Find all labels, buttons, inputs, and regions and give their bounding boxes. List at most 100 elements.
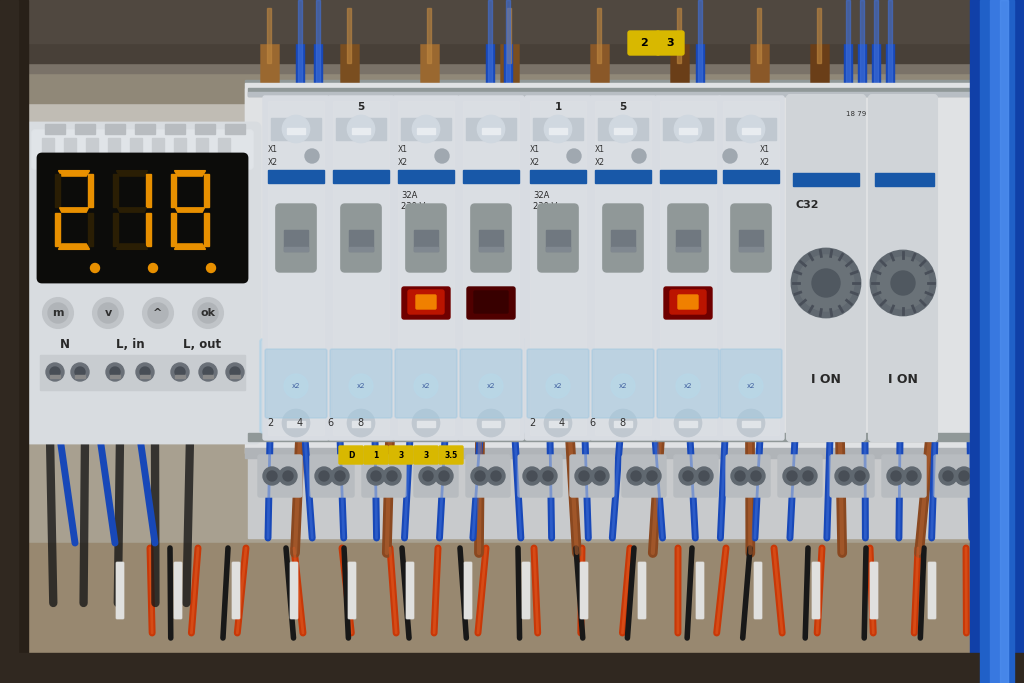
Text: x2: x2 — [486, 383, 496, 389]
Bar — [333, 170, 389, 183]
Circle shape — [611, 374, 635, 398]
FancyBboxPatch shape — [116, 562, 124, 619]
Bar — [333, 101, 389, 435]
FancyBboxPatch shape — [670, 290, 706, 314]
Circle shape — [479, 374, 503, 398]
Bar — [287, 128, 305, 134]
FancyBboxPatch shape — [25, 123, 260, 443]
FancyBboxPatch shape — [656, 31, 684, 55]
Bar — [152, 138, 164, 160]
Bar — [0, 0, 1024, 73]
Bar — [203, 375, 213, 378]
Circle shape — [347, 409, 375, 436]
Circle shape — [546, 374, 570, 398]
FancyBboxPatch shape — [751, 0, 769, 90]
Bar — [858, 0, 866, 85]
Circle shape — [591, 467, 609, 485]
FancyBboxPatch shape — [408, 290, 444, 314]
Bar — [860, 0, 864, 85]
Circle shape — [647, 471, 657, 481]
Bar — [611, 230, 635, 251]
Bar — [663, 118, 713, 140]
Bar — [218, 138, 230, 160]
Bar — [347, 8, 351, 63]
Bar — [268, 170, 324, 183]
Text: 4: 4 — [559, 418, 565, 428]
Bar — [463, 170, 519, 183]
FancyBboxPatch shape — [668, 204, 709, 272]
Bar — [248, 92, 1006, 96]
FancyBboxPatch shape — [362, 455, 406, 497]
Bar — [245, 88, 1015, 453]
Circle shape — [423, 471, 433, 481]
Bar — [401, 118, 451, 140]
Circle shape — [283, 471, 293, 481]
FancyBboxPatch shape — [275, 204, 316, 272]
Circle shape — [349, 374, 373, 398]
FancyBboxPatch shape — [638, 562, 646, 619]
Bar — [726, 118, 776, 140]
Bar — [175, 375, 185, 378]
FancyBboxPatch shape — [402, 287, 450, 319]
Text: 32A: 32A — [534, 191, 549, 200]
Text: 230 V~: 230 V~ — [401, 202, 432, 211]
Circle shape — [193, 298, 223, 328]
Circle shape — [414, 374, 438, 398]
Circle shape — [737, 115, 765, 143]
Text: C32: C32 — [796, 200, 819, 210]
Text: 230 V~: 230 V~ — [534, 202, 564, 211]
FancyBboxPatch shape — [406, 562, 414, 619]
FancyBboxPatch shape — [439, 446, 463, 464]
FancyBboxPatch shape — [591, 0, 609, 90]
Text: X1: X1 — [398, 145, 408, 154]
FancyBboxPatch shape — [458, 96, 524, 440]
FancyBboxPatch shape — [580, 562, 588, 619]
FancyBboxPatch shape — [522, 562, 530, 619]
Circle shape — [106, 363, 124, 381]
Circle shape — [887, 467, 905, 485]
Text: 3: 3 — [667, 38, 674, 48]
Text: 3: 3 — [398, 451, 403, 460]
Circle shape — [839, 471, 849, 481]
Bar — [660, 101, 716, 435]
Circle shape — [609, 115, 637, 143]
Bar — [463, 101, 519, 435]
Bar — [874, 173, 934, 186]
Polygon shape — [171, 174, 176, 207]
Text: X1: X1 — [530, 145, 540, 154]
FancyBboxPatch shape — [261, 0, 279, 90]
Bar — [245, 80, 1015, 88]
Circle shape — [567, 149, 581, 163]
Circle shape — [851, 467, 869, 485]
Circle shape — [545, 115, 571, 143]
FancyBboxPatch shape — [414, 446, 438, 464]
Circle shape — [490, 471, 501, 481]
Circle shape — [891, 271, 915, 295]
Bar — [135, 124, 155, 134]
Circle shape — [787, 471, 797, 481]
FancyBboxPatch shape — [393, 96, 459, 440]
Circle shape — [203, 367, 213, 377]
Circle shape — [175, 367, 185, 377]
FancyBboxPatch shape — [787, 95, 865, 441]
Circle shape — [735, 471, 745, 481]
Bar — [486, 0, 494, 85]
Circle shape — [792, 249, 860, 317]
Text: X1: X1 — [760, 145, 770, 154]
Circle shape — [835, 467, 853, 485]
Circle shape — [439, 471, 449, 481]
FancyBboxPatch shape — [655, 96, 721, 440]
Bar — [284, 247, 308, 251]
Circle shape — [675, 115, 701, 143]
FancyBboxPatch shape — [869, 95, 937, 441]
Bar — [546, 247, 570, 251]
Circle shape — [799, 467, 817, 485]
Bar — [757, 8, 761, 63]
Polygon shape — [59, 208, 88, 212]
FancyBboxPatch shape — [260, 339, 466, 433]
Circle shape — [387, 471, 397, 481]
Circle shape — [699, 471, 709, 481]
FancyBboxPatch shape — [592, 349, 654, 418]
Bar — [698, 0, 702, 85]
Bar — [676, 230, 700, 251]
